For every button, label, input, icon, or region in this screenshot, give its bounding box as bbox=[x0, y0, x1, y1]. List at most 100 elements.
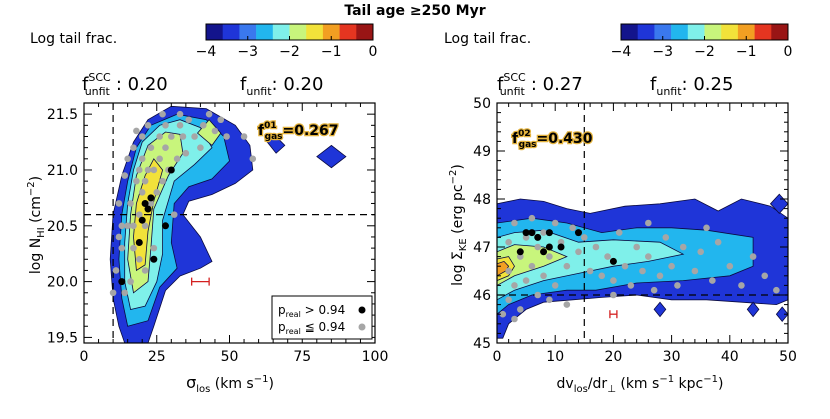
gray-point bbox=[217, 116, 225, 124]
panel1-xlabel: σlos (km s−1) bbox=[186, 373, 274, 395]
colorbar-swatch bbox=[771, 24, 789, 40]
x-tick-label: 100 bbox=[362, 349, 389, 365]
gray-point bbox=[205, 110, 213, 118]
gray-point bbox=[505, 238, 512, 246]
colorbar-swatch bbox=[637, 24, 655, 40]
legend-black-marker bbox=[358, 306, 366, 314]
gray-point bbox=[569, 224, 576, 232]
gray-point bbox=[534, 291, 542, 299]
gray-point bbox=[679, 243, 687, 251]
gray-point bbox=[138, 189, 146, 196]
x-tick-label: 10 bbox=[546, 349, 564, 365]
y-tick-label: 19.5 bbox=[47, 330, 78, 346]
gray-point bbox=[645, 253, 652, 260]
y-tick-label: 48 bbox=[473, 192, 491, 208]
gray-point bbox=[551, 219, 559, 227]
y-tick-label: 21.5 bbox=[47, 107, 78, 123]
gray-point bbox=[112, 267, 120, 274]
gray-point bbox=[162, 144, 169, 151]
colorbar-swatch bbox=[754, 24, 772, 40]
black-point bbox=[516, 248, 524, 256]
gray-point bbox=[528, 262, 536, 270]
black-point bbox=[138, 216, 146, 224]
gray-point bbox=[118, 222, 126, 230]
gray-point bbox=[511, 315, 518, 323]
gray-point bbox=[223, 133, 230, 140]
panel1-fgas-annotation: f01 gas=0.267 bbox=[258, 121, 339, 142]
gray-point bbox=[662, 234, 670, 241]
contour-region bbox=[775, 306, 788, 323]
gray-point bbox=[124, 155, 131, 163]
colorbar-swatch bbox=[687, 24, 705, 40]
gray-point bbox=[546, 253, 553, 260]
gray-point bbox=[150, 244, 158, 252]
colorbar-swatch bbox=[222, 24, 240, 40]
legend: preal > 0.94 preal ≦ 0.94 bbox=[271, 295, 373, 340]
gray-point bbox=[141, 222, 149, 230]
gray-point bbox=[133, 177, 140, 185]
gray-point bbox=[138, 155, 146, 163]
gray-point bbox=[610, 277, 617, 284]
colorbar-swatch bbox=[654, 24, 672, 40]
gray-point bbox=[147, 200, 155, 207]
gray-point bbox=[604, 253, 611, 260]
colorbar-swatch bbox=[206, 24, 223, 40]
black-point bbox=[545, 243, 553, 251]
gray-point bbox=[147, 144, 155, 151]
gray-point bbox=[586, 267, 594, 275]
gray-point bbox=[516, 253, 524, 260]
gray-point bbox=[610, 291, 617, 299]
y-tick-label: 20.5 bbox=[47, 219, 78, 235]
panel-right: 0 10 20 30 40 50 45 46 47 48 49 50 bbox=[473, 96, 797, 365]
gray-point bbox=[598, 272, 606, 280]
colorbar-tick-label: −4 bbox=[196, 44, 217, 60]
gray-point bbox=[761, 272, 769, 280]
gray-point bbox=[121, 289, 129, 297]
points-layer bbox=[499, 214, 780, 323]
gray-point bbox=[691, 267, 699, 275]
x-tick-label: 0 bbox=[80, 349, 89, 365]
gray-point bbox=[668, 262, 675, 270]
gray-point bbox=[141, 177, 149, 185]
gray-point bbox=[127, 278, 134, 285]
black-point bbox=[147, 194, 155, 202]
colorbar-tick-label: −2 bbox=[694, 44, 715, 60]
x-tick-label: 50 bbox=[779, 349, 797, 365]
gray-point bbox=[557, 238, 565, 246]
black-point bbox=[141, 199, 149, 207]
gray-point bbox=[156, 133, 163, 140]
gray-point bbox=[633, 243, 640, 251]
gray-point bbox=[211, 127, 219, 135]
gray-point bbox=[191, 133, 198, 140]
contour-region bbox=[497, 260, 510, 277]
colorbar-tick-label: −1 bbox=[736, 44, 757, 60]
colorbar-swatch bbox=[322, 24, 340, 40]
y-tick-label: 46 bbox=[473, 288, 491, 304]
gray-point bbox=[645, 219, 652, 227]
black-point bbox=[540, 248, 548, 256]
gray-point bbox=[118, 244, 126, 252]
gray-point bbox=[249, 155, 257, 163]
colorbar-tick-label: −1 bbox=[321, 44, 342, 60]
gray-point bbox=[697, 248, 704, 256]
x-tick-label: 75 bbox=[293, 349, 311, 365]
gray-point bbox=[522, 234, 530, 241]
x-tick-label: 0 bbox=[493, 349, 502, 365]
black-point bbox=[528, 229, 536, 237]
colorbar-swatch bbox=[289, 24, 307, 40]
contour-region bbox=[653, 301, 667, 318]
gray-point bbox=[109, 289, 117, 297]
gray-point bbox=[130, 244, 137, 252]
gray-point bbox=[162, 122, 169, 129]
contour-region bbox=[316, 144, 347, 169]
panel2-fscc: fSCC unfit: 0.27 bbox=[497, 71, 583, 98]
gray-point bbox=[153, 189, 161, 196]
gray-point bbox=[546, 296, 553, 304]
colorbar-swatch bbox=[704, 24, 722, 40]
y-tick-label: 20.0 bbox=[47, 275, 78, 291]
gray-point bbox=[563, 301, 571, 308]
figure-title: Tail age ≥250 Myr bbox=[344, 3, 485, 19]
colorbar-label-left: Log tail frac. bbox=[30, 31, 117, 47]
black-point bbox=[545, 229, 553, 237]
colorbar-swatch bbox=[356, 24, 374, 40]
